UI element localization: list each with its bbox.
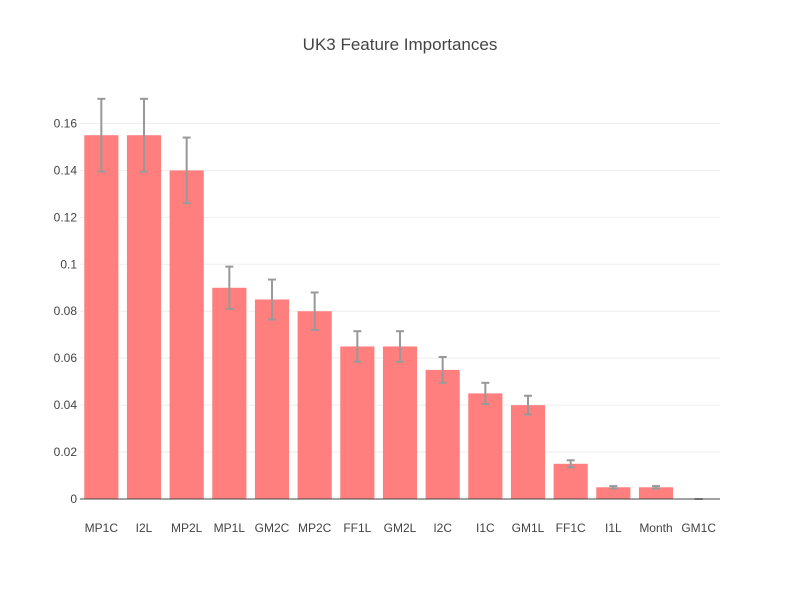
error-bar [140, 97, 148, 173]
x-axis-ticks: MP1C I2L MP2L MP1L GM2C MP2C FF1L GM2L I2C I1C GM1… [85, 521, 717, 535]
y-axis-ticks: 0 0.02 0.04 0.06 0.08 0.1 0.12 0.14 0.16 [54, 116, 78, 506]
y-tick-label: 0.16 [54, 116, 78, 130]
y-tick-label: 0.12 [54, 210, 78, 224]
bar[interactable] [638, 487, 674, 499]
y-tick-label: 0.02 [54, 445, 78, 459]
x-tick-label: GM2L [384, 521, 417, 535]
error-bar [353, 330, 362, 363]
bar[interactable] [126, 135, 162, 500]
x-tick-label: I1L [605, 521, 622, 535]
bar[interactable] [84, 135, 119, 500]
x-tick-label: GM1C [681, 521, 716, 535]
x-tick-label: I2C [433, 521, 452, 535]
error-bar [652, 485, 660, 490]
error-bar [97, 97, 106, 173]
bar[interactable] [510, 405, 546, 499]
x-tick-label: GM1L [512, 521, 545, 535]
x-tick-label: Month [639, 521, 672, 535]
y-tick-label: 0.04 [54, 398, 78, 412]
error-bar [566, 459, 575, 469]
bar[interactable] [169, 170, 204, 500]
chart-title: UK3 Feature Importances [303, 35, 498, 54]
y-tick-label: 0.06 [54, 351, 78, 365]
x-tick-label: GM2C [255, 521, 290, 535]
x-tick-label: FF1C [556, 521, 586, 535]
error-bar [481, 381, 490, 405]
error-bar [438, 356, 447, 384]
error-bar [225, 265, 234, 310]
y-tick-label: 0.08 [54, 304, 78, 318]
bar[interactable] [553, 463, 588, 499]
x-tick-label: MP1L [214, 521, 246, 535]
bar[interactable] [212, 287, 247, 499]
x-tick-label: MP2C [298, 521, 332, 535]
error-bar [609, 485, 618, 490]
bar[interactable] [340, 346, 375, 499]
x-tick-label: MP2L [171, 521, 203, 535]
error-bar [396, 330, 404, 363]
y-tick-label: 0.14 [54, 163, 78, 177]
x-tick-label: I1C [476, 521, 495, 535]
error-bar [268, 278, 276, 321]
error-bar [310, 291, 319, 332]
y-tick-label: 0 [70, 492, 77, 506]
error-bar [524, 394, 532, 416]
bar[interactable] [425, 369, 460, 499]
x-tick-label: I2L [136, 521, 153, 535]
x-tick-label: MP1C [85, 521, 119, 535]
x-tick-label: FF1L [343, 521, 371, 535]
bar[interactable] [254, 299, 290, 500]
bar[interactable] [468, 393, 503, 499]
bar[interactable] [596, 487, 631, 499]
error-bar [182, 136, 191, 205]
bars [84, 135, 674, 500]
y-tick-label: 0.1 [60, 257, 77, 271]
bar[interactable] [382, 346, 418, 499]
bar[interactable] [297, 311, 332, 499]
